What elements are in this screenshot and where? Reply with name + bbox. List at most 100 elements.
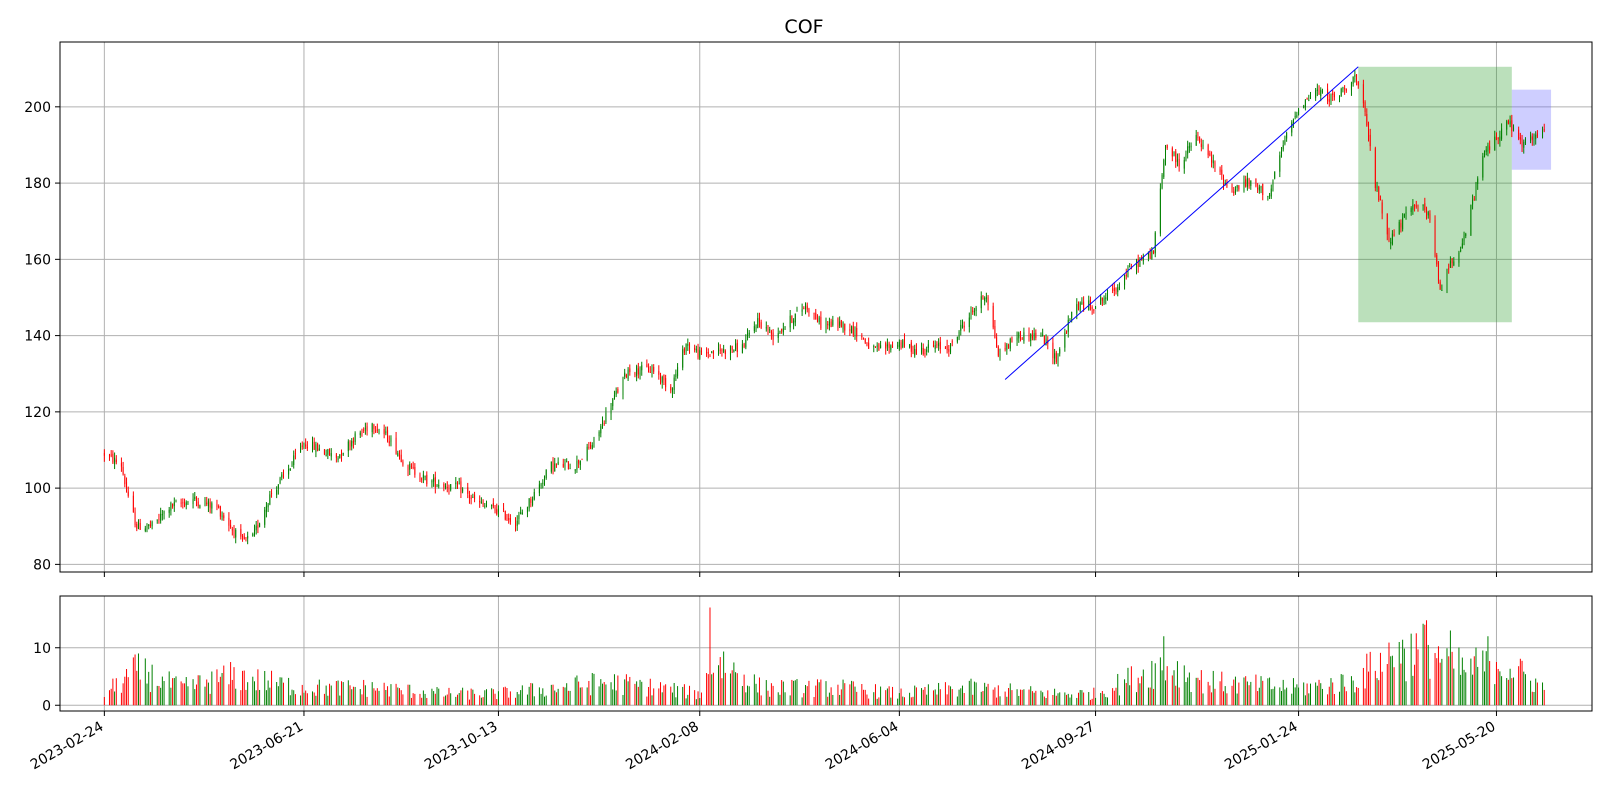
volume-bar — [1221, 671, 1223, 706]
volume-bar — [1147, 687, 1149, 706]
volume-bar — [617, 675, 619, 706]
candle-body — [637, 368, 639, 375]
volume-bar — [1023, 689, 1025, 706]
candle-body — [173, 502, 175, 506]
candle-body — [1197, 136, 1199, 138]
candle-body — [1460, 250, 1462, 252]
volume-bar — [767, 690, 769, 706]
volume-bar — [641, 681, 643, 706]
candle-body — [349, 442, 351, 447]
volume-bar — [216, 669, 218, 706]
candle-body — [172, 503, 174, 507]
x-axis: 2023-02-24 2023-06-21 2023-10-13 2024-02-08… — [28, 572, 1498, 773]
volume-bar — [610, 682, 612, 706]
candle-body — [562, 463, 564, 467]
candle-body — [532, 499, 534, 506]
candle-body — [1393, 234, 1395, 236]
candle-body — [863, 337, 865, 339]
candle-body — [277, 484, 279, 489]
volume-bar — [1066, 694, 1068, 706]
volume-bar — [1248, 685, 1250, 706]
volume-bar — [378, 690, 380, 706]
candle-body — [624, 372, 626, 377]
candle-body — [110, 454, 112, 456]
volume-bar — [1315, 682, 1317, 706]
candle-body — [228, 517, 230, 526]
candle-body — [1542, 129, 1544, 138]
volume-bar — [245, 689, 247, 706]
volume-bar — [550, 684, 552, 706]
candle-body — [242, 535, 244, 538]
candle-body — [245, 537, 247, 539]
candle-body — [282, 472, 284, 475]
candle-body — [1403, 213, 1405, 217]
volume-bar — [852, 681, 854, 706]
volume-bar — [1176, 661, 1178, 706]
candle-body — [431, 480, 433, 483]
volume-bar — [1076, 697, 1078, 706]
candle-body — [521, 512, 523, 515]
volume-bar — [342, 682, 344, 706]
candle-body — [1113, 287, 1115, 291]
volume-bar — [1260, 676, 1262, 706]
volume-bar — [120, 692, 122, 706]
volume-bar — [494, 693, 496, 706]
candle-body — [898, 341, 900, 348]
candle-body — [1188, 146, 1190, 148]
candle-body — [649, 371, 651, 373]
volume-bar — [163, 680, 165, 706]
candle-body — [999, 350, 1001, 358]
volume-bar — [398, 688, 400, 706]
candle-body — [1308, 100, 1310, 102]
volume-bar — [434, 693, 436, 706]
candle-body — [1354, 74, 1356, 77]
volume-bar — [1055, 695, 1057, 706]
volume-bar — [665, 684, 667, 706]
candle-body — [610, 407, 612, 415]
candle-body — [600, 426, 602, 434]
volume-bar — [231, 679, 233, 706]
candle-body — [1135, 259, 1137, 270]
candle-body — [1008, 344, 1010, 349]
volume-bar — [1270, 689, 1272, 706]
volume-bar — [1135, 692, 1137, 706]
volume-bar — [663, 685, 665, 706]
volume-bar — [574, 677, 576, 706]
candle-body — [508, 518, 510, 521]
candle-body — [264, 509, 266, 525]
volume-bar — [257, 669, 259, 706]
candle-body — [1054, 353, 1056, 359]
volume-bar — [1125, 682, 1127, 706]
volume-bar — [468, 699, 470, 706]
candle-body — [1518, 129, 1520, 139]
candle-body — [1202, 144, 1204, 147]
volume-bar — [868, 698, 870, 706]
candle-body — [163, 510, 165, 514]
volume-bar — [1487, 636, 1489, 706]
candle-body — [1183, 160, 1185, 169]
volume-bar — [303, 692, 305, 706]
candle-body — [731, 345, 733, 350]
candle-body — [735, 343, 737, 350]
volume-bar — [247, 682, 249, 706]
volume-bar — [1281, 690, 1283, 706]
volume-bar — [182, 683, 184, 706]
volume-bar — [554, 690, 556, 706]
candle-body — [293, 455, 295, 465]
volume-bar — [1178, 687, 1180, 706]
volume-bar — [1374, 670, 1376, 706]
candle-body — [1246, 178, 1248, 187]
volume-bar — [1543, 689, 1545, 706]
candle-body — [687, 344, 689, 346]
volume-bar — [637, 686, 639, 706]
volume-bar — [828, 692, 830, 706]
volume-bar — [315, 695, 317, 706]
volume-bar — [552, 684, 554, 706]
volume-bar — [1089, 699, 1091, 706]
volume-bar — [139, 679, 141, 706]
volume-bar — [1417, 649, 1419, 706]
candle-body — [1176, 159, 1178, 162]
volume-bar — [364, 685, 366, 706]
candle-body — [1031, 334, 1033, 339]
volume-bar — [844, 683, 846, 706]
